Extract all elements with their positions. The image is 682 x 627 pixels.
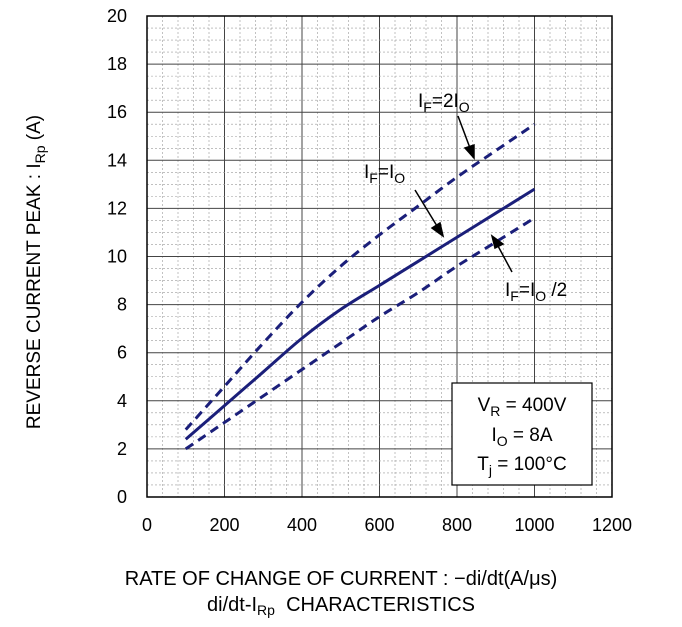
series-layer bbox=[184, 122, 536, 451]
caption-sub: Rp bbox=[257, 602, 275, 618]
y-tick-label: 14 bbox=[107, 150, 127, 170]
arrow-if-io bbox=[414, 189, 445, 238]
x-tick-labels: 0 200 400 600 800 1000 1200 bbox=[142, 515, 632, 535]
y-tick-label: 8 bbox=[117, 295, 127, 315]
x-tick-label: 1200 bbox=[592, 515, 632, 535]
y-tick-label: 18 bbox=[107, 54, 127, 74]
series-line-0 bbox=[184, 122, 536, 431]
condition-io: IO = 8A bbox=[491, 425, 552, 449]
caption-main: di/dt-I bbox=[207, 594, 258, 616]
y-tick-label: 12 bbox=[107, 198, 127, 218]
x-tick-label: 600 bbox=[364, 515, 394, 535]
y-tick-label: 16 bbox=[107, 102, 127, 122]
condition-vr: VR = 400V bbox=[478, 395, 567, 419]
x-axis-label: RATE OF CHANGE OF CURRENT : −di/dt(A/μs) bbox=[124, 568, 558, 590]
label-if-io: IF=IO bbox=[364, 162, 405, 186]
y-tick-label: 6 bbox=[117, 343, 127, 363]
y-tick-label: 4 bbox=[117, 391, 127, 411]
y-axis-label: REVERSE CURRENT PEAK : IRp (A) bbox=[24, 115, 48, 429]
plot-frame bbox=[146, 15, 613, 498]
series-line-2 bbox=[184, 216, 536, 451]
x-tick-label: 0 bbox=[142, 515, 152, 535]
x-tick-label: 400 bbox=[287, 515, 317, 535]
x-tick-label: 200 bbox=[209, 515, 239, 535]
y-tick-label: 2 bbox=[117, 439, 127, 459]
x-tick-label: 1000 bbox=[514, 515, 554, 535]
chart-caption: di/dt-IRp CHARACTERISTICS bbox=[0, 594, 682, 618]
label-if-2io: IF=2IO bbox=[418, 91, 470, 115]
conditions-box: VR = 400V IO = 8A Tj = 100°C bbox=[451, 382, 593, 486]
caption-tail: CHARACTERISTICS bbox=[274, 594, 475, 616]
label-if-io-half: IF=IO /2 bbox=[505, 280, 567, 304]
y-tick-label: 10 bbox=[107, 247, 127, 267]
y-tick-label: 0 bbox=[117, 487, 127, 507]
arrow-if-io-half bbox=[490, 234, 513, 273]
arrow-if-2io bbox=[457, 115, 475, 160]
y-tick-labels: 0 2 4 6 8 10 12 14 16 18 20 bbox=[107, 6, 127, 507]
conditions-frame bbox=[451, 382, 593, 486]
condition-tj: Tj = 100°C bbox=[477, 454, 566, 478]
series-annotations: IF=2IO IF=IO IF=IO /2 bbox=[364, 91, 567, 304]
y-tick-label: 20 bbox=[107, 6, 127, 26]
x-tick-label: 800 bbox=[442, 515, 472, 535]
series-line-1 bbox=[184, 187, 536, 441]
